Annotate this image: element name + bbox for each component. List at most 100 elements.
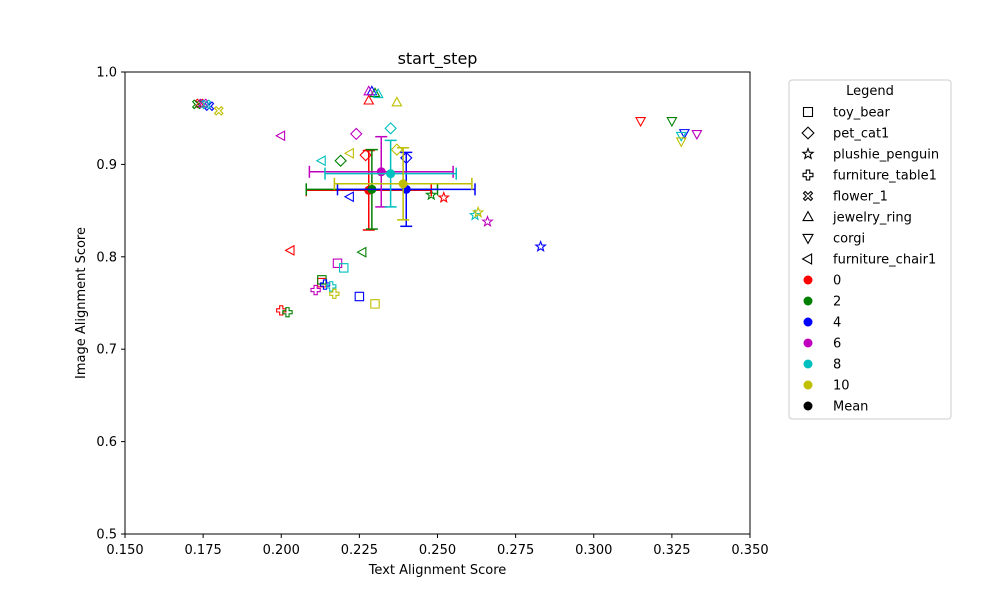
data-point-jewelry_ring-step-10 xyxy=(391,96,403,107)
data-point-flower_1-step-8 xyxy=(201,99,212,110)
legend-label-jewelry_ring: jewelry_ring xyxy=(832,211,912,226)
mean-point-step-8 xyxy=(386,169,396,179)
legend-marker-pet_cat1 xyxy=(801,126,815,140)
legend-marker-plushie_penguin xyxy=(801,147,815,160)
data-point-flower_1-step-2 xyxy=(191,99,202,110)
y-tick-label: 1.0 xyxy=(96,66,117,81)
data-point-plushie_penguin-step-8 xyxy=(468,208,482,221)
data-point-flower_1-step-6 xyxy=(198,98,209,109)
legend-color-8 xyxy=(803,359,813,369)
x-tick-label: 0.150 xyxy=(106,543,143,558)
legend-marker-flower_1 xyxy=(802,190,814,202)
legend-frame xyxy=(788,79,952,420)
x-tick-label: 0.250 xyxy=(419,543,456,558)
data-point-toy_bear-step-6 xyxy=(332,258,343,269)
legend-marker-toy_bear xyxy=(802,106,814,118)
legend-label-step-6: 6 xyxy=(833,337,841,352)
chart-title: start_step xyxy=(398,49,478,69)
legend-color-2 xyxy=(803,296,813,306)
data-point-furniture_table1-step-0 xyxy=(276,305,287,316)
legend-label-step-10: 10 xyxy=(833,379,850,394)
legend-color-Mean xyxy=(803,401,813,411)
data-point-plushie_penguin-step-2 xyxy=(424,188,438,201)
data-point-plushie_penguin-step-10 xyxy=(471,205,485,218)
x-tick-label: 0.200 xyxy=(263,543,300,558)
legend-label-furniture_table1: furniture_table1 xyxy=(833,169,937,184)
data-point-furniture_chair1-step-0 xyxy=(284,244,295,256)
data-point-toy_bear-step-2 xyxy=(317,275,327,285)
data-point-toy_bear-step-10 xyxy=(370,299,380,309)
data-point-furniture_table1-step-2 xyxy=(282,307,293,318)
mean-errorbar-step-4 xyxy=(336,151,476,228)
legend-marker-furniture_table1 xyxy=(802,169,814,181)
y-tick-label: 0.9 xyxy=(96,158,117,173)
legend-marker-furniture_chair1 xyxy=(801,253,813,265)
data-point-furniture_chair1-step-4 xyxy=(343,191,354,203)
data-point-furniture_chair1-step-2 xyxy=(356,246,367,258)
data-point-corgi-step-8 xyxy=(675,131,687,142)
x-tick-label: 0.350 xyxy=(731,543,768,558)
mean-point-step-6 xyxy=(376,167,386,177)
data-point-jewelry_ring-step-6 xyxy=(363,85,375,96)
y-axis-label: Image Alignment Score xyxy=(74,227,89,379)
data-point-toy_bear-step-8 xyxy=(339,263,349,273)
legend: Legend toy_bear pet_cat1 plushie_penguinfu… xyxy=(788,79,952,420)
legend-color-4 xyxy=(803,317,813,327)
y-tick-label: 0.5 xyxy=(96,528,117,543)
data-point-plushie_penguin-step-0 xyxy=(437,191,451,204)
legend-label-plushie_penguin: plushie_penguin xyxy=(833,148,939,163)
legend-label-flower_1: flower_1 xyxy=(833,190,888,205)
data-point-jewelry_ring-step-8 xyxy=(372,87,384,99)
data-point-pet_cat1-step-8 xyxy=(384,122,397,135)
data-point-pet_cat1-step-10 xyxy=(390,143,404,156)
legend-label-step-2: 2 xyxy=(833,295,841,310)
data-point-corgi-step-10 xyxy=(675,137,687,148)
data-point-plushie_penguin-step-4 xyxy=(534,240,547,252)
data-point-furniture_table1-step-4 xyxy=(319,279,331,290)
mean-errorbar-step-10 xyxy=(333,147,473,221)
legend-title: Legend xyxy=(846,84,894,99)
data-point-corgi-step-0 xyxy=(635,117,647,128)
data-point-furniture_chair1-step-10 xyxy=(343,147,354,159)
data-point-plushie_penguin-step-6 xyxy=(481,215,494,228)
data-point-flower_1-step-10 xyxy=(213,105,224,116)
legend-label-furniture_chair1: furniture_chair1 xyxy=(833,253,936,268)
x-tick-label: 0.325 xyxy=(653,543,690,558)
legend-color-6 xyxy=(803,338,813,348)
data-point-pet_cat1-step-2 xyxy=(334,154,347,167)
legend-label-toy_bear: toy_bear xyxy=(833,106,890,121)
plot-area: 0.150 0.175 0.200 0.225 0.250 0.275 0.300 0.325… xyxy=(96,66,768,559)
legend-label-step-4: 4 xyxy=(833,316,841,331)
data-point-corgi-step-2 xyxy=(666,117,678,128)
x-axis-label: Text Alignment Score xyxy=(368,563,507,578)
x-tick-label: 0.300 xyxy=(575,543,612,558)
legend-color-0 xyxy=(803,275,813,285)
data-point-jewelry_ring-step-0 xyxy=(363,94,375,105)
y-tick-label: 0.7 xyxy=(96,343,117,358)
legend-label-step-0: 0 xyxy=(833,274,841,289)
data-point-toy_bear-step-4 xyxy=(354,291,365,302)
legend-label-pet_cat1: pet_cat1 xyxy=(833,127,889,142)
mean-errorbar-step-6 xyxy=(308,135,454,208)
legend-marker-jewelry_ring xyxy=(802,210,814,222)
mean-errorbar-step-8 xyxy=(324,139,457,208)
data-point-furniture_chair1-step-8 xyxy=(315,155,326,167)
mean-point-step-10 xyxy=(398,179,408,189)
legend-label-corgi: corgi xyxy=(833,232,865,247)
data-point-pet_cat1-step-6 xyxy=(350,127,363,141)
legend-marker-corgi xyxy=(802,233,814,245)
data-point-furniture_chair1-step-6 xyxy=(275,130,286,142)
y-tick-label: 0.6 xyxy=(96,435,117,450)
x-tick-label: 0.175 xyxy=(185,543,222,558)
data-point-furniture_table1-step-10 xyxy=(329,288,340,299)
data-point-corgi-step-6 xyxy=(691,129,703,141)
legend-label-step-Mean: Mean xyxy=(833,400,868,415)
y-tick-label: 0.8 xyxy=(96,250,117,265)
legend-label-step-8: 8 xyxy=(833,358,841,373)
x-tick-label: 0.225 xyxy=(341,543,378,558)
data-point-corgi-step-4 xyxy=(678,129,690,140)
x-tick-label: 0.275 xyxy=(497,543,534,558)
axes-frame xyxy=(124,71,751,535)
data-point-furniture_table1-step-6 xyxy=(310,284,321,296)
